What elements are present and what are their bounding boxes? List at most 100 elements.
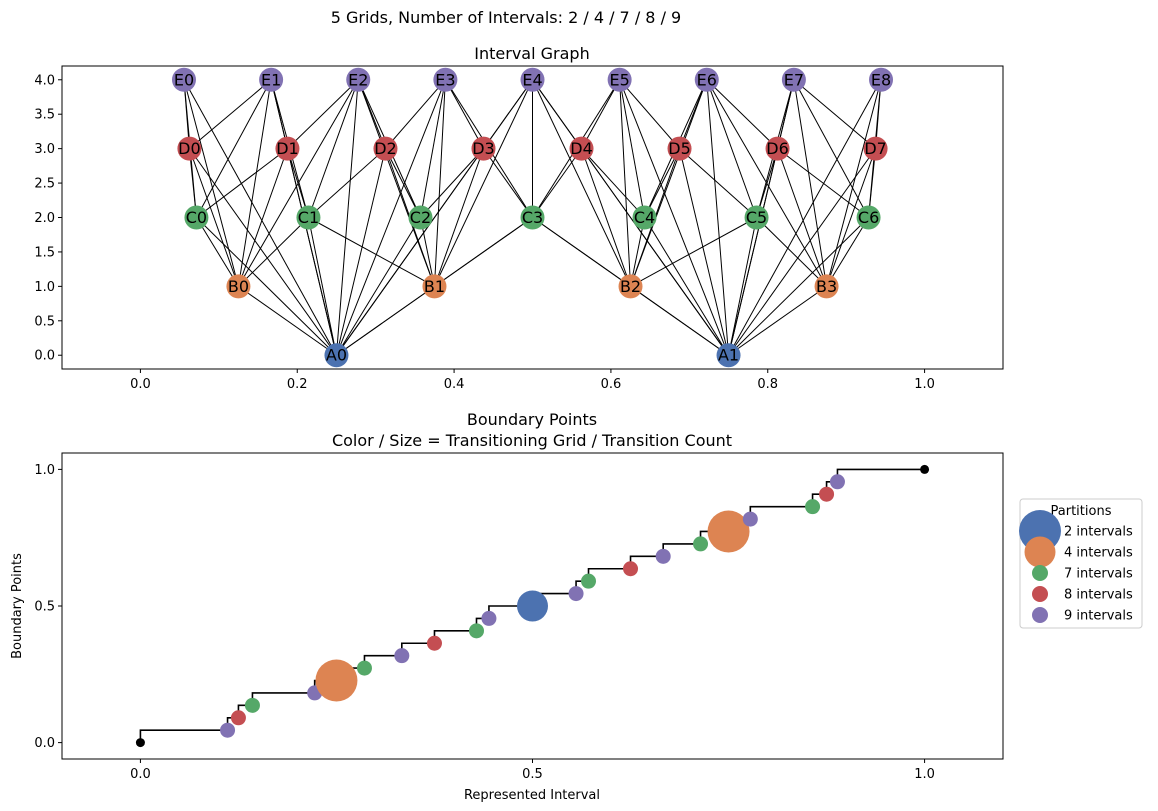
x-tick-label: 0.4 (444, 377, 465, 392)
interval-graph-panel: Interval Graph 0.0 0.2 0.4 0.6 0.8 1.0 0.0 0.5 1… (34, 44, 1004, 392)
boundary-point (468, 623, 484, 639)
graph-edge (619, 79, 632, 287)
graph-edge (619, 79, 730, 356)
legend-marker (1024, 536, 1056, 568)
graph-edge (444, 79, 484, 149)
legend-label: 9 intervals (1064, 609, 1133, 624)
graph-edge (679, 148, 730, 356)
graph-node (433, 67, 458, 92)
x-tick-label: 1.0 (914, 377, 935, 392)
start-point (135, 738, 145, 748)
graph-node (814, 274, 839, 299)
x-tick-label: 0.8 (757, 377, 778, 392)
boundary-point (742, 511, 758, 527)
graph-node (422, 274, 447, 299)
graph-node (869, 67, 894, 92)
graph-edge (336, 217, 421, 356)
y-tick-label: 4.0 (34, 73, 55, 88)
boundary-points-ylabel: Boundary Points (10, 553, 25, 659)
figure-suptitle: 5 Grids, Number of Intervals: 2 / 4 / 7 … (331, 8, 681, 27)
y-tick-label: 3.5 (34, 108, 55, 123)
graph-node (667, 136, 692, 161)
partitions-legend: Partitions 2 intervals 4 intervals 7 inter… (1019, 498, 1143, 629)
graph-node (632, 205, 657, 230)
graph-edge (238, 285, 337, 356)
graph-node (471, 136, 496, 161)
legend-label: 7 intervals (1064, 567, 1133, 582)
graph-edge (237, 79, 272, 287)
interval-graph-frame (61, 65, 1004, 370)
graph-node-label: E7 (784, 70, 804, 89)
boundary-point (707, 510, 750, 553)
graph-edge (581, 148, 645, 218)
graph-edge (532, 148, 582, 218)
boundary-point (819, 486, 835, 502)
boundary-point (517, 590, 548, 622)
graph-node (744, 205, 769, 230)
graph-edge (756, 217, 827, 287)
graph-edge (728, 217, 869, 356)
y-tick-label: 0.5 (34, 314, 55, 329)
graph-node-label: E3 (435, 70, 455, 89)
graph-edge (630, 79, 708, 287)
interval-graph-nodes: A0 A1 B0 B1 B2 B3 C0 C1 C2 C3 C4 C5 C6 D0 D1 D2 D3 D4 D5 D6… (171, 67, 894, 368)
y-tick-label: 1.0 (34, 280, 55, 295)
x-tick-label: 0.0 (130, 377, 151, 392)
graph-edge (532, 79, 631, 287)
graph-edge (793, 79, 870, 218)
graph-node-label: B2 (620, 277, 641, 296)
boundary-points-subtitle: Color / Size = Transitioning Grid / Tran… (332, 431, 732, 450)
graph-node (177, 136, 202, 161)
graph-node-label: A1 (718, 346, 739, 365)
graph-edge (728, 217, 758, 356)
graph-edge (237, 148, 288, 287)
graph-edge (532, 79, 582, 149)
y-tick-label: 0.0 (34, 736, 55, 751)
graph-edge (189, 79, 272, 150)
graph-node-label: C5 (746, 208, 767, 227)
graph-node-label: C4 (634, 208, 655, 227)
graph-edge (335, 79, 446, 356)
legend-title: Partitions (1051, 504, 1112, 519)
boundary-points-markers (135, 464, 930, 748)
graph-node (226, 274, 251, 299)
boundary-point (829, 474, 845, 490)
boundary-points-axes: 0.0 0.5 1.0 0.0 0.5 1.0 (34, 463, 935, 782)
y-tick-label: 1.5 (34, 245, 55, 260)
graph-node-label: A0 (326, 346, 347, 365)
x-tick-label: 1.0 (914, 767, 935, 782)
interval-graph-title: Interval Graph (474, 44, 589, 63)
boundary-point (693, 536, 709, 552)
graph-node (863, 136, 888, 161)
graph-node-label: E6 (697, 70, 717, 89)
graph-node (346, 67, 371, 92)
boundary-points-frame (61, 452, 1004, 760)
boundary-point (623, 561, 639, 577)
graph-edge (419, 79, 446, 218)
graph-edge (335, 79, 359, 356)
graph-node (324, 343, 349, 368)
graph-edge (777, 148, 869, 218)
x-tick-label: 0.6 (601, 377, 622, 392)
graph-node-label: D6 (766, 139, 789, 158)
graph-edge (420, 148, 484, 218)
graph-edge (706, 79, 758, 218)
graph-edge (308, 217, 435, 287)
legend-label: 4 intervals (1064, 546, 1133, 561)
graph-edge (793, 79, 828, 287)
legend-marker (1032, 607, 1048, 623)
boundary-point (230, 710, 246, 726)
boundary-points-panel: Boundary Points Color / Size = Transitio… (10, 410, 1004, 803)
graph-edge (679, 79, 708, 149)
graph-node (171, 67, 196, 92)
graph-edge (357, 79, 386, 149)
graph-edge (793, 79, 876, 150)
graph-node (716, 343, 741, 368)
graph-node-label: E2 (348, 70, 368, 89)
legend-marker (1032, 565, 1048, 581)
graph-node-label: D3 (472, 139, 495, 158)
graph-edge (385, 79, 446, 149)
graph-node-label: D2 (374, 139, 397, 158)
graph-edge (183, 79, 337, 356)
graph-edge (308, 148, 386, 218)
